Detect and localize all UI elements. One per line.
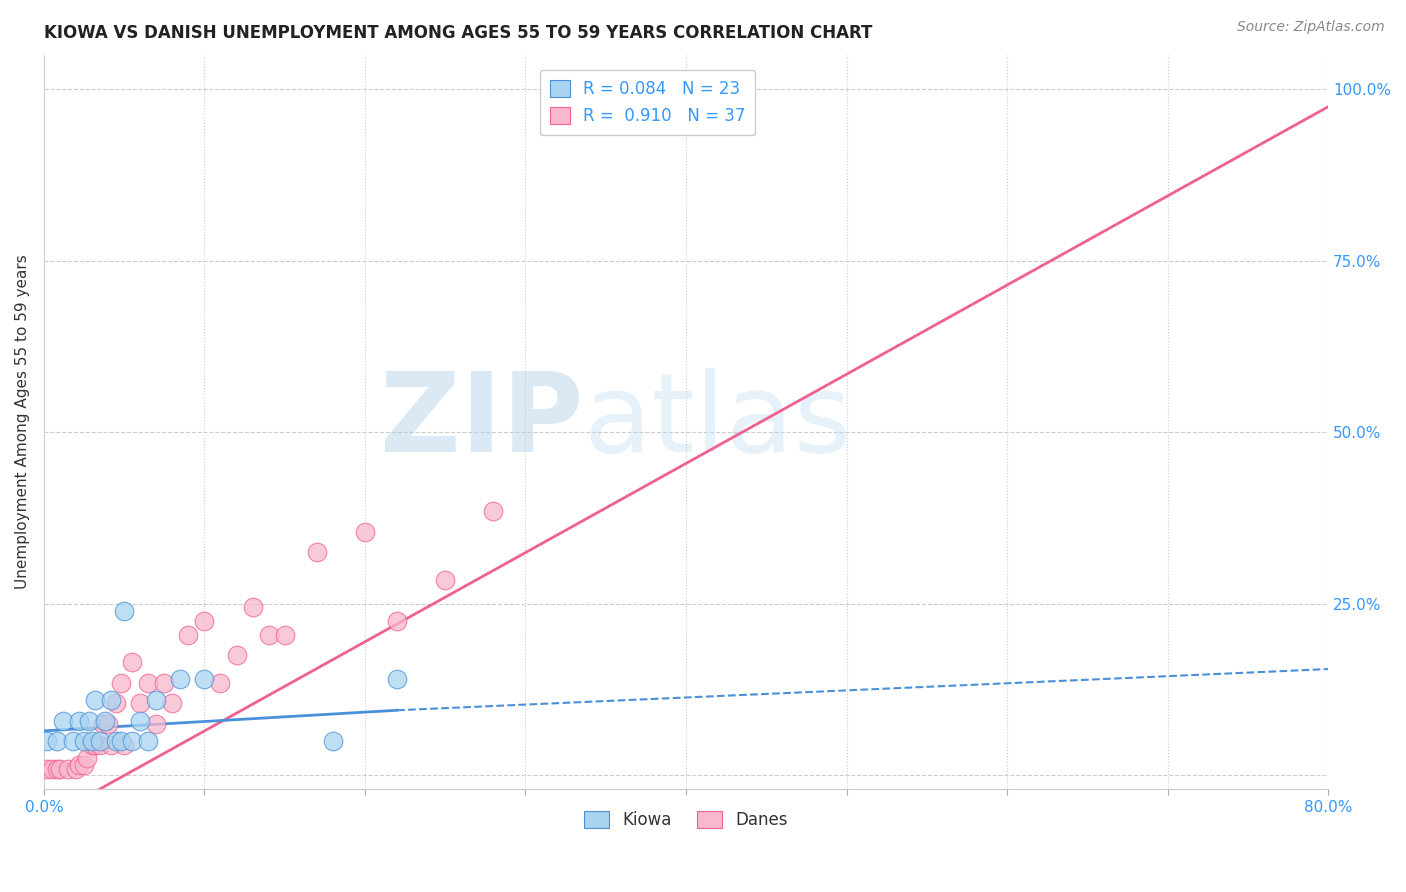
Point bbox=[145, 717, 167, 731]
Y-axis label: Unemployment Among Ages 55 to 59 years: Unemployment Among Ages 55 to 59 years bbox=[15, 254, 30, 590]
Point bbox=[73, 758, 96, 772]
Point bbox=[41, 762, 63, 776]
Point bbox=[100, 738, 122, 752]
Point bbox=[112, 604, 135, 618]
Point bbox=[45, 734, 67, 748]
Point bbox=[385, 673, 408, 687]
Point bbox=[225, 648, 247, 663]
Point bbox=[94, 714, 117, 728]
Point bbox=[305, 545, 328, 559]
Point bbox=[169, 673, 191, 687]
Point bbox=[1348, 82, 1371, 96]
Point bbox=[76, 751, 98, 765]
Point bbox=[257, 628, 280, 642]
Point bbox=[434, 573, 457, 587]
Point bbox=[110, 734, 132, 748]
Text: atlas: atlas bbox=[583, 368, 852, 475]
Point bbox=[52, 714, 75, 728]
Point bbox=[97, 717, 120, 731]
Point bbox=[80, 738, 103, 752]
Point bbox=[100, 693, 122, 707]
Point bbox=[77, 714, 100, 728]
Point bbox=[45, 762, 67, 776]
Point bbox=[354, 524, 377, 539]
Point bbox=[153, 675, 176, 690]
Point bbox=[136, 734, 159, 748]
Point bbox=[193, 673, 215, 687]
Text: KIOWA VS DANISH UNEMPLOYMENT AMONG AGES 55 TO 59 YEARS CORRELATION CHART: KIOWA VS DANISH UNEMPLOYMENT AMONG AGES … bbox=[44, 24, 872, 42]
Point bbox=[193, 614, 215, 628]
Point bbox=[56, 762, 79, 776]
Point bbox=[129, 697, 152, 711]
Point bbox=[129, 714, 152, 728]
Point bbox=[110, 675, 132, 690]
Point bbox=[35, 762, 58, 776]
Point bbox=[84, 693, 107, 707]
Text: ZIP: ZIP bbox=[380, 368, 583, 475]
Point bbox=[49, 762, 72, 776]
Point bbox=[35, 734, 58, 748]
Point bbox=[162, 697, 184, 711]
Point bbox=[105, 734, 128, 748]
Point bbox=[177, 628, 200, 642]
Point bbox=[209, 675, 232, 690]
Point bbox=[273, 628, 295, 642]
Point bbox=[84, 738, 107, 752]
Point bbox=[89, 738, 111, 752]
Point bbox=[65, 762, 87, 776]
Point bbox=[242, 600, 264, 615]
Point bbox=[482, 504, 505, 518]
Point bbox=[80, 734, 103, 748]
Point bbox=[105, 697, 128, 711]
Point bbox=[145, 693, 167, 707]
Point bbox=[121, 734, 143, 748]
Point bbox=[89, 734, 111, 748]
Point bbox=[121, 655, 143, 669]
Text: Source: ZipAtlas.com: Source: ZipAtlas.com bbox=[1237, 20, 1385, 34]
Point bbox=[385, 614, 408, 628]
Point bbox=[136, 675, 159, 690]
Point bbox=[322, 734, 344, 748]
Point bbox=[91, 717, 114, 731]
Point bbox=[67, 758, 90, 772]
Point bbox=[112, 738, 135, 752]
Point bbox=[73, 734, 96, 748]
Point bbox=[62, 734, 84, 748]
Point bbox=[67, 714, 90, 728]
Legend: Kiowa, Danes: Kiowa, Danes bbox=[578, 805, 794, 836]
